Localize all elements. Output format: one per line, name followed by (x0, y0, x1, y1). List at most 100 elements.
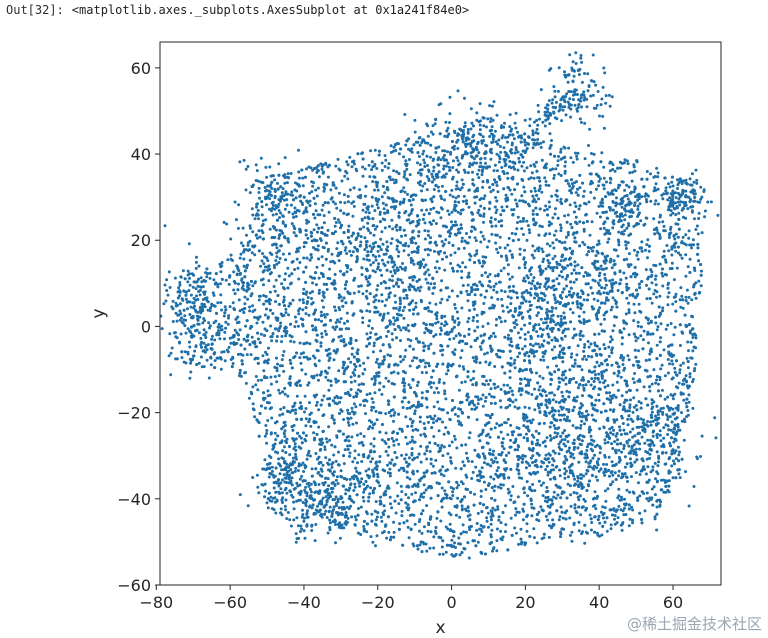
scatter-point (608, 181, 612, 185)
scatter-point (550, 194, 554, 198)
scatter-point (426, 247, 430, 251)
scatter-point (334, 478, 338, 482)
scatter-point (690, 243, 693, 247)
scatter-point (568, 184, 572, 188)
scatter-point (381, 531, 384, 535)
scatter-point (514, 507, 518, 511)
scatter-point (524, 541, 528, 545)
scatter-point (402, 389, 406, 393)
scatter-point (311, 290, 314, 294)
scatter-point (289, 339, 293, 343)
scatter-point (517, 266, 521, 270)
scatter-point (566, 182, 570, 186)
scatter-point (239, 241, 243, 245)
scatter-point (670, 355, 674, 359)
scatter-point (624, 240, 628, 244)
scatter-point (242, 257, 246, 261)
scatter-point (552, 246, 556, 250)
scatter-point (248, 305, 252, 309)
scatter-point (385, 334, 389, 338)
scatter-point (260, 378, 263, 382)
scatter-point (439, 301, 442, 305)
scatter-point (474, 288, 477, 292)
scatter-point (267, 462, 271, 466)
scatter-point (247, 396, 251, 400)
scatter-point (460, 269, 464, 273)
scatter-point (259, 264, 263, 268)
scatter-point (469, 378, 473, 382)
scatter-point (468, 308, 472, 312)
scatter-point (563, 164, 567, 168)
scatter-point (280, 468, 284, 472)
scatter-point (367, 467, 371, 471)
scatter-point (559, 226, 563, 230)
scatter-point (336, 241, 340, 245)
scatter-point (373, 209, 377, 213)
scatter-point (423, 365, 427, 369)
scatter-point (298, 246, 302, 250)
scatter-point (335, 435, 339, 439)
scatter-point (490, 296, 494, 300)
scatter-point (529, 303, 533, 307)
scatter-point (327, 366, 331, 370)
scatter-point (301, 508, 304, 512)
scatter-point (342, 462, 346, 466)
scatter-point (526, 224, 530, 228)
scatter-point (378, 455, 382, 458)
scatter-point (381, 201, 385, 205)
scatter-point (463, 380, 467, 384)
scatter-point (461, 199, 465, 203)
scatter-point (681, 306, 685, 310)
scatter-point (369, 231, 372, 235)
scatter-point (592, 152, 596, 156)
scatter-point (573, 181, 576, 185)
scatter-point (373, 188, 377, 192)
scatter-point (462, 530, 466, 534)
scatter-point (284, 272, 287, 276)
scatter-point (292, 340, 296, 344)
scatter-point (298, 261, 302, 264)
scatter-point (650, 273, 654, 277)
scatter-point (334, 377, 338, 381)
scatter-point (272, 486, 276, 490)
scatter-point (251, 402, 255, 406)
scatter-point (594, 373, 597, 377)
scatter-point (443, 314, 447, 318)
scatter-point (284, 311, 288, 315)
scatter-point (672, 278, 676, 282)
scatter-point (478, 128, 482, 132)
scatter-point (372, 341, 376, 345)
scatter-point (624, 247, 628, 250)
scatter-point (451, 317, 455, 321)
scatter-point (432, 381, 436, 385)
scatter-point (461, 482, 465, 486)
scatter-point (233, 328, 237, 332)
scatter-point (327, 425, 331, 429)
scatter-point (254, 375, 258, 378)
scatter-point (402, 175, 406, 179)
scatter-point (376, 249, 380, 253)
scatter-point (488, 201, 492, 205)
scatter-point (320, 332, 324, 336)
scatter-point (575, 230, 579, 234)
scatter-point (677, 211, 681, 215)
scatter-point (305, 290, 309, 294)
scatter-point (429, 385, 433, 389)
scatter-point (486, 511, 490, 515)
scatter-point (408, 173, 412, 177)
scatter-point (583, 354, 586, 358)
scatter-point (578, 338, 582, 341)
scatter-point (495, 208, 499, 212)
scatter-point (611, 473, 615, 477)
scatter-point (468, 235, 472, 239)
scatter-point (517, 160, 521, 164)
scatter-point (647, 341, 650, 345)
scatter-point (406, 525, 410, 529)
scatter-point (250, 335, 254, 339)
scatter-point (654, 381, 658, 385)
scatter-point (291, 405, 295, 409)
scatter-point (583, 201, 586, 205)
scatter-point (370, 405, 374, 409)
scatter-point (485, 178, 489, 182)
scatter-point (590, 161, 594, 165)
